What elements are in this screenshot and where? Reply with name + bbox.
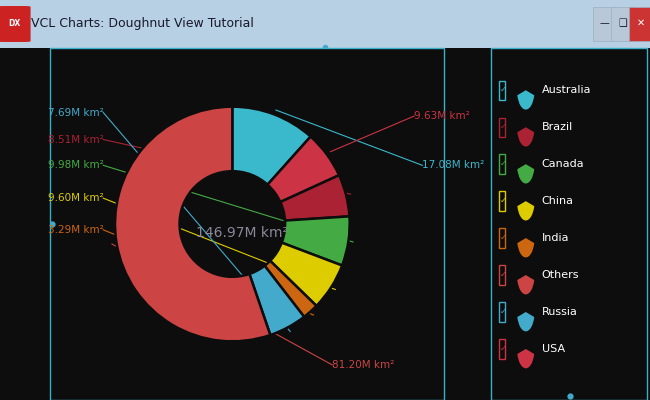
Text: DX: DX (8, 18, 20, 28)
Text: ✓: ✓ (500, 270, 506, 279)
FancyBboxPatch shape (593, 7, 615, 41)
FancyBboxPatch shape (0, 7, 30, 41)
Text: 8.51M km²: 8.51M km² (47, 134, 103, 144)
Bar (499, 302, 505, 322)
Text: ✓: ✓ (500, 344, 506, 353)
Wedge shape (250, 266, 304, 335)
Wedge shape (265, 261, 317, 317)
Wedge shape (517, 90, 534, 110)
Text: 3.29M km²: 3.29M km² (47, 225, 103, 235)
Wedge shape (280, 175, 350, 220)
Wedge shape (232, 107, 311, 185)
Text: ✓: ✓ (500, 122, 506, 131)
Text: 17.08M km²: 17.08M km² (422, 160, 485, 170)
Text: 9.98M km²: 9.98M km² (47, 160, 103, 170)
Wedge shape (517, 312, 534, 331)
Bar (499, 228, 505, 248)
Text: 146.97M km²: 146.97M km² (196, 226, 288, 240)
Wedge shape (270, 243, 342, 306)
Bar (499, 339, 505, 359)
Wedge shape (517, 349, 534, 368)
Wedge shape (517, 164, 534, 184)
Text: ✓: ✓ (500, 233, 506, 242)
Wedge shape (281, 216, 350, 266)
Text: Canada: Canada (541, 159, 584, 169)
Text: Brazil: Brazil (541, 122, 573, 132)
Text: ✓: ✓ (500, 159, 506, 168)
Text: ✓: ✓ (500, 196, 506, 205)
Wedge shape (517, 127, 534, 146)
Wedge shape (517, 201, 534, 220)
Text: India: India (541, 233, 569, 243)
Wedge shape (517, 275, 534, 294)
Text: 81.20M km²: 81.20M km² (332, 360, 395, 370)
Wedge shape (115, 107, 270, 341)
Text: ❑: ❑ (618, 18, 627, 28)
Bar (499, 154, 505, 174)
Text: Australia: Australia (541, 85, 592, 95)
FancyBboxPatch shape (629, 7, 650, 41)
Text: USA: USA (541, 344, 565, 354)
Bar (499, 192, 505, 211)
Bar (499, 80, 505, 100)
Text: ✓: ✓ (500, 85, 506, 94)
Bar (499, 265, 505, 285)
Text: 9.63M km²: 9.63M km² (414, 111, 470, 121)
Wedge shape (268, 136, 339, 202)
FancyBboxPatch shape (611, 7, 633, 41)
Text: 9.60M km²: 9.60M km² (47, 193, 103, 203)
Text: 7.69M km²: 7.69M km² (47, 108, 103, 118)
Text: VCL Charts: Doughnut View Tutorial: VCL Charts: Doughnut View Tutorial (31, 16, 254, 30)
Wedge shape (517, 238, 534, 258)
Text: —: — (599, 18, 610, 28)
Text: Others: Others (541, 270, 579, 280)
Text: China: China (541, 196, 574, 206)
Text: Russia: Russia (541, 307, 578, 317)
Text: ✓: ✓ (500, 307, 506, 316)
Text: ✕: ✕ (637, 18, 645, 28)
Bar (499, 118, 505, 137)
